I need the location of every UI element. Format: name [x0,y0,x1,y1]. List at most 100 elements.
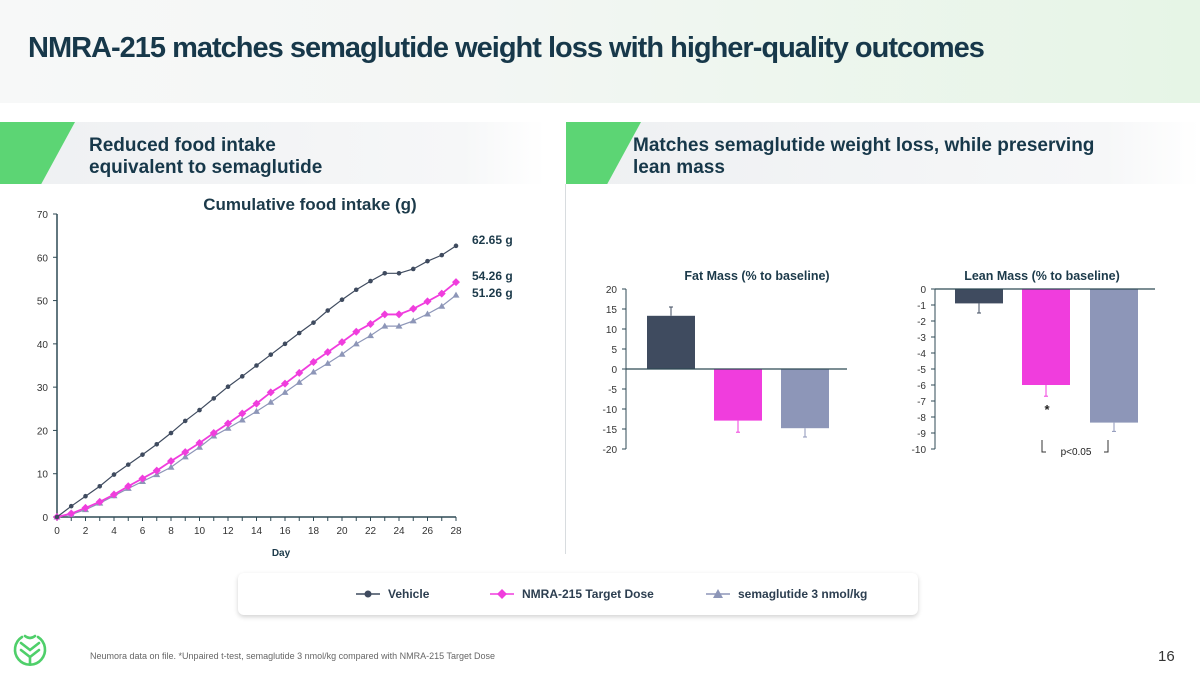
y-tick-label: 20 [37,426,49,437]
data-point [424,310,431,317]
y-tick-label: -9 [917,429,926,440]
bracket-right [1104,440,1109,453]
data-point [195,438,204,447]
data-point [338,338,346,347]
data-point [97,483,103,489]
triangle-marker-icon [706,589,730,598]
y-tick-label: -10 [603,405,618,416]
data-point [296,330,302,336]
data-point [410,266,416,272]
x-tick-label: 26 [422,526,434,537]
data-point [409,317,417,324]
y-tick-label: -20 [603,445,618,456]
data-point [252,399,261,408]
data-point [211,396,217,401]
y-tick-label: -1 [917,301,926,312]
divider [565,184,566,554]
data-point [324,359,332,366]
chart-title: Cumulative food intake (g) [203,195,416,214]
legend-item-sema: semaglutide 3 nmol/kg [706,587,867,601]
data-point [452,291,460,298]
data-point [395,310,403,319]
data-point [266,388,275,397]
section-header-right: Matches semaglutide weight loss, while p… [566,122,1200,184]
data-point [309,358,318,367]
y-tick-label: 0 [611,365,617,376]
footnote: Neumora data on file. *Unpaired t-test, … [90,651,496,661]
data-point [225,384,231,390]
x-tick-label: 18 [308,526,320,537]
data-point [311,320,316,325]
data-point [380,310,389,319]
data-point [368,278,373,284]
end-value-label: 54.26 g [472,269,513,283]
y-tick-label: -6 [917,381,926,392]
legend: Vehicle NMRA-215 Target Dose semaglutide… [238,573,918,615]
data-point [224,419,232,428]
data-point [295,378,303,385]
section-title-right: Matches semaglutide weight loss, while p… [633,135,1095,178]
y-tick-label: 60 [37,253,49,264]
x-tick-label: 0 [54,526,60,537]
y-tick-label: 40 [37,340,49,351]
y-tick-label: 20 [606,285,618,296]
data-point [181,453,189,460]
data-point [423,297,432,306]
data-point [110,490,118,499]
bar-nmra-215-target-dose [714,369,762,421]
data-point [439,252,445,258]
bar-semaglutide-3-nmol-kg [1090,289,1138,423]
y-tick-label: 15 [606,305,618,316]
y-tick-label: -7 [917,397,926,408]
data-point [83,493,88,499]
series-line-1 [56,281,457,518]
x-tick-label: 22 [365,526,377,537]
data-point [95,497,104,506]
data-point [353,287,359,293]
bar-vehicle [647,315,695,369]
data-point [409,304,418,313]
data-point [325,308,331,313]
legend-label: Vehicle [388,587,430,601]
data-point [268,352,274,357]
x-tick-label: 12 [222,526,234,537]
data-point [396,271,402,276]
data-point [152,466,161,475]
diamond-marker-icon [490,589,514,599]
y-tick-label: -8 [917,413,926,424]
data-point [382,271,388,276]
data-point [352,327,361,336]
data-point [181,448,190,457]
data-point [111,472,117,477]
y-tick-label: -5 [608,385,617,396]
x-tick-label: 6 [140,526,146,537]
page-title: NMRA-215 matches semaglutide weight loss… [28,32,985,64]
bracket-left [1041,440,1046,453]
circle-marker-icon [356,590,380,598]
y-tick-label: -10 [912,445,927,456]
data-point [438,302,446,309]
section-title-left: Reduced food intake equivalent to semagl… [89,135,323,178]
data-point [367,332,374,339]
x-tick-label: 8 [168,526,174,537]
data-point [209,429,218,438]
legend-label: semaglutide 3 nmol/kg [738,587,868,601]
data-point [124,482,133,491]
section-header-left: Reduced food intake equivalent to semagl… [0,122,545,184]
data-point [437,289,446,298]
data-point [197,407,202,413]
data-point [425,258,430,264]
data-point [267,398,275,405]
data-point [81,503,90,512]
data-point [140,452,145,457]
data-point [395,322,403,329]
data-point [254,363,259,368]
x-tick-label: 4 [111,526,117,537]
x-tick-label: 10 [194,526,206,537]
data-point [239,374,245,379]
x-tick-label: 24 [393,526,405,537]
data-point [338,350,346,357]
data-point [310,368,317,375]
y-tick-label: 70 [37,210,49,221]
